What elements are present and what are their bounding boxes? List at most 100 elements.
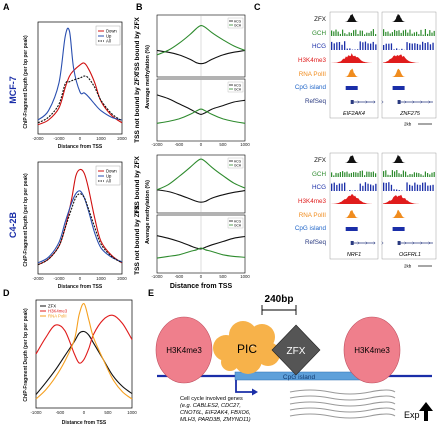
c-top-label-zfx: ZFX (314, 16, 327, 23)
e-bp-label: 240bp (265, 294, 294, 305)
e-note-line-4: MLH3, PARD3B, ZMYND11) (180, 417, 251, 423)
c-top-tracks-col1-cpg (345, 86, 358, 90)
b1-lines (156, 25, 246, 65)
c-top-label-rnapol: RNA PolII (299, 71, 327, 78)
panel-label-c: C (254, 2, 261, 12)
b4-lines-series-gch (156, 247, 246, 259)
a-top-tick-1: -2000 (33, 136, 45, 141)
panel-d-xticks: -1000 -500 0 500 1000 (31, 410, 138, 415)
a-bot-tick-5: 2000 (117, 276, 127, 281)
b2-tick-5: 1000 (240, 142, 250, 147)
b4-tick-3: 0 (200, 274, 203, 279)
c-bot-label-hcg: HCG (312, 184, 326, 191)
e-zfx-diamond (271, 324, 321, 376)
e-note-line-3: CNOT6L, EIF2AK4, FBXO6, (180, 410, 251, 416)
c-top-tracks-col2-hcg (383, 41, 434, 50)
c-bot-tracks (331, 154, 435, 245)
e-exp-label: Exp (404, 410, 420, 420)
c-bot-label-cpg: CpG island (295, 225, 327, 232)
a2-lines-series-down (37, 168, 123, 266)
b2-legend-gch: GCH (234, 88, 242, 92)
a2-lines-series-up (37, 190, 123, 264)
b1-legend-hcg: HCG (234, 20, 242, 24)
b3-legend-hcg: HCG (234, 160, 242, 164)
b4-legend-box (227, 217, 244, 229)
b4-legend: HCG GCH (227, 217, 244, 229)
c-top-tracks-col1-gch (331, 29, 377, 36)
panel-label-e: E (148, 288, 154, 298)
panel-d: D ChIP-Fragment Depth (per bp per peak) … (3, 288, 137, 426)
b-bottom-notbound-label: TSS not bound by ZFX (134, 204, 141, 274)
a-bot-tick-2: -1000 (54, 276, 66, 281)
panel-b: B TSS bound by ZFX TSS not bound by ZFX … (134, 2, 250, 290)
b2-legend-hcg: HCG (234, 84, 242, 88)
panel-d-lines (35, 303, 133, 400)
c-top-scale-label: 2kb (404, 122, 412, 127)
c-gene-nrf1: NRF1 (347, 252, 361, 258)
e-pic-label: PIC (237, 342, 257, 356)
panel-a-top-xlabel: Distance from TSS (58, 144, 103, 150)
panel-d-ylabel: ChIP-Fragment Depth (per bp per peak) (23, 308, 29, 402)
b-top-notbound-label: TSS not bound by ZFX (134, 72, 141, 142)
panel-label-a: A (3, 2, 10, 12)
e-h3k4me3-left: H3K4me3 (166, 346, 202, 355)
b4-legend-gch: GCH (234, 224, 242, 228)
c-top-tracks-col2-gch (383, 29, 435, 36)
panel-label-d: D (3, 288, 10, 298)
panel-a-top-xticks: -2000 -1000 0 1000 2000 (33, 136, 128, 141)
e-note-line-1: Cell cycle involved genes (180, 396, 243, 402)
c-bot-tracks-col2-h3k4me3 (383, 194, 435, 204)
c-top-tracks-col2-refseq (397, 100, 433, 104)
b3-lines-series-gch (156, 158, 246, 191)
d-tick-1: -1000 (31, 410, 43, 415)
c-top-label-refseq: RefSeq (305, 98, 327, 105)
b1-legend-box (227, 17, 244, 29)
b3-lines-series-hcg (156, 189, 246, 203)
b2-lines (156, 94, 246, 124)
c-top-label-h3k4me3: H3K4me3 (298, 57, 326, 64)
c-bot-tracks-col2-hcg (383, 182, 434, 191)
e-transcript-3 (289, 401, 396, 407)
e-up-arrow-shaft (424, 410, 428, 421)
c-top-label-hcg: HCG (312, 43, 326, 50)
c-bot-tracks-col2-gch (383, 170, 435, 177)
c-gene-eif2ak4: EIF2AK4 (343, 111, 365, 117)
c-gene-znf275: ZNF275 (399, 111, 421, 117)
d-legend-rnapol: RNA PolII (48, 314, 67, 319)
c-top-label-cpg: CpG island (295, 84, 327, 91)
cell-line-mcf7: MCF-7 (8, 76, 18, 104)
panel-a: A MCF-7 C4-2B ChIP-Fragment Depth (per b… (3, 2, 127, 290)
a1-lines-series-up (37, 27, 123, 121)
b4-tick-1: -1000 (152, 274, 164, 279)
c-bot-box-2 (381, 152, 437, 260)
panel-a-bottom-xlabel: Distance from TSS (58, 284, 103, 290)
d-tick-5: 1000 (127, 410, 137, 415)
a-top-tick-5: 2000 (117, 136, 127, 141)
d-tick-3: 0 (83, 410, 86, 415)
panel-d-legend: ZFX H3K4me3 RNA PolII (40, 304, 68, 319)
panel-e: E 240bp CpG island H3K4me3 H3K4me3 PIC Z… (148, 288, 433, 423)
b1-legend: HCG GCH (227, 17, 244, 29)
c-top-tracks-col1-rnapol (344, 68, 359, 77)
a-top-tick-2: -1000 (54, 136, 66, 141)
c-bot-label-gch: GCH (312, 171, 326, 178)
e-nucleosome-left (155, 316, 213, 384)
b1-lines-series-hcg (156, 49, 246, 65)
panel-a-top-frame (37, 21, 123, 135)
c-bot-label-rnapol: RNA PolII (299, 212, 327, 219)
e-note: Cell cycle involved genes (e.g. CABLES2,… (180, 396, 251, 423)
c-top-box-1 (329, 11, 379, 119)
a1-lines-series-down (37, 62, 123, 126)
e-tss-arrow (235, 380, 252, 393)
panel-a-top-ylabel: ChIP-Fragment Depth (per bp per peak) (23, 35, 29, 129)
e-up-arrow-icon (419, 402, 433, 421)
b4-xticks: -1000 -500 0 500 1000 (152, 274, 251, 279)
b2-lines-series-hcg (156, 94, 246, 115)
b1-legend-gch: GCH (234, 24, 242, 28)
a-bot-legend-up: Up (106, 174, 112, 179)
c-bot-tracks-col1-h3k4me3 (331, 194, 377, 204)
a-top-legend-down: Down (106, 29, 117, 34)
d-lines-series-rna-polii (35, 303, 133, 400)
c-bot-tracks-col2-cpg (392, 227, 405, 231)
